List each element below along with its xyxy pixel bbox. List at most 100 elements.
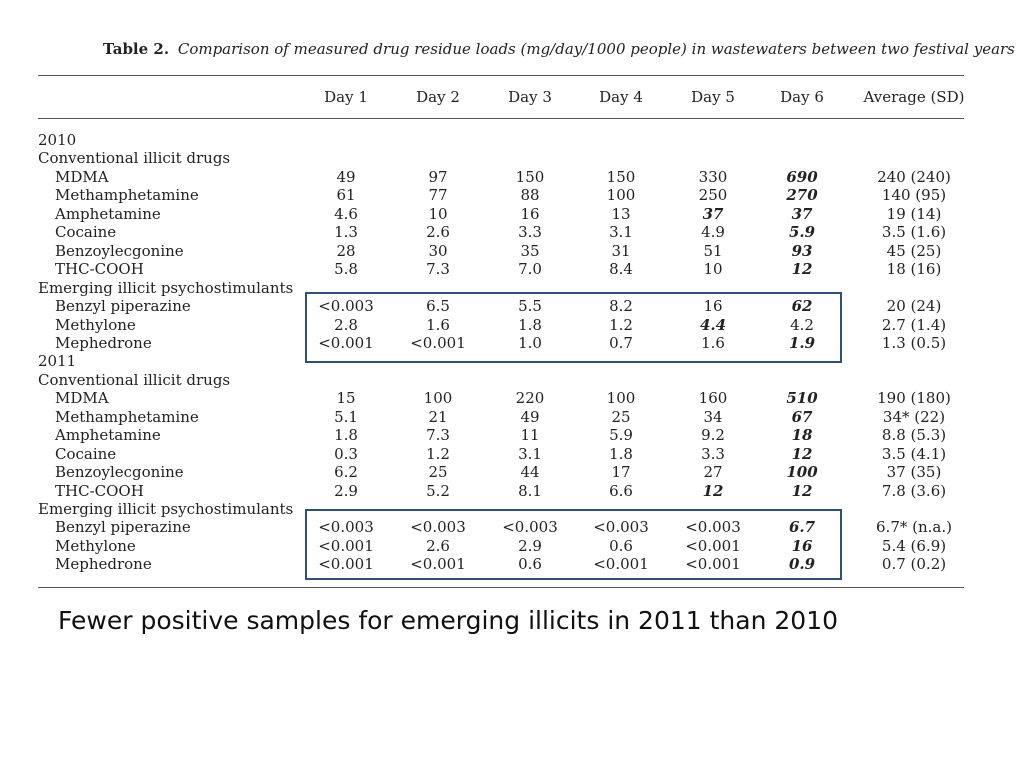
table-cell: <0.003 xyxy=(410,518,466,537)
table-cell: <0.001 xyxy=(318,555,374,574)
table-cell: 17 xyxy=(611,463,631,482)
table-cell: <0.001 xyxy=(410,555,466,574)
table-cell: 1.3 (0.5) xyxy=(881,333,947,352)
table-cell: 16 xyxy=(703,297,723,316)
table-cell: 8.4 xyxy=(609,260,633,279)
section-row: Emerging illicit psychostimulants xyxy=(0,500,1024,518)
table-cell: 3.3 xyxy=(701,444,725,463)
table-cell: 240 (240) xyxy=(877,167,951,186)
table-cell: 3.5 (1.6) xyxy=(881,223,947,242)
table-cell: 28 xyxy=(336,241,356,260)
row-label: THC-COOH xyxy=(55,260,144,279)
table-cell: 0.7 xyxy=(609,333,633,352)
table-cell: 140 (95) xyxy=(881,186,947,205)
table-row: Methylone 2.8 1.6 1.8 1.2 4.4 4.2 2.7 (1.4) xyxy=(0,316,1024,334)
table-cell: <0.003 xyxy=(502,518,558,537)
table-cell: 1.3 xyxy=(334,223,358,242)
table-cell: 8.1 xyxy=(518,481,542,500)
table-row: Benzoylecgonine 6.2 25 44 17 27 100 37 (35) xyxy=(0,463,1024,481)
table-row: THC-COOH 2.9 5.2 8.1 6.6 12 12 7.8 (3.6) xyxy=(0,482,1024,500)
section-label: Conventional illicit drugs xyxy=(38,370,231,389)
table-cell: 3.1 xyxy=(518,444,542,463)
table-cell: 16 xyxy=(791,536,813,555)
table-cell: <0.001 xyxy=(593,555,649,574)
table-cell: 1.2 xyxy=(426,444,450,463)
table-cell: 4.2 xyxy=(790,315,814,334)
row-label: Methamphetamine xyxy=(55,407,199,426)
table-cell: 160 xyxy=(698,389,728,408)
table-cell: 6.7 xyxy=(788,518,816,537)
table-cell: 61 xyxy=(336,186,356,205)
table-cell: 21 xyxy=(428,407,448,426)
table-row: MDMA 15 100 220 100 160 510 190 (180) xyxy=(0,389,1024,407)
table-cell: 20 (24) xyxy=(886,297,942,316)
table-cell: <0.001 xyxy=(318,333,374,352)
table-cell: 9.2 xyxy=(701,426,725,445)
row-label: MDMA xyxy=(55,167,109,186)
table-cell: 2.8 xyxy=(334,315,358,334)
row-label: Benzyl piperazine xyxy=(55,297,191,316)
column-header: Day 4 xyxy=(599,88,643,106)
table-cell: 12 xyxy=(791,481,813,500)
table-cell: 93 xyxy=(791,241,813,260)
table-cell: 19 (14) xyxy=(886,204,942,223)
row-label: Methylone xyxy=(55,536,136,555)
table-row: Cocaine 0.3 1.2 3.1 1.8 3.3 12 3.5 (4.1) xyxy=(0,445,1024,463)
table-cell: 25 xyxy=(611,407,631,426)
table-cell: <0.003 xyxy=(318,518,374,537)
table-cell: 1.8 xyxy=(334,426,358,445)
table-cell: 6.7* (n.a.) xyxy=(876,518,952,537)
column-header: Day 3 xyxy=(508,88,552,106)
table-cell: 37 (35) xyxy=(886,463,942,482)
table-cell: 77 xyxy=(428,186,448,205)
table-cell: 5.8 xyxy=(334,260,358,279)
table-row: Benzyl piperazine <0.003 <0.003 <0.003 <0.00… xyxy=(0,518,1024,536)
table-cell: 13 xyxy=(611,204,631,223)
table-cell: 6.5 xyxy=(426,297,450,316)
table-cell: 4.6 xyxy=(334,204,358,223)
table-cell: 250 xyxy=(698,186,728,205)
table-cell: 150 xyxy=(606,167,636,186)
table-cell: 49 xyxy=(336,167,356,186)
table-cell: 6.6 xyxy=(609,481,633,500)
table-cell: 2.9 xyxy=(518,536,542,555)
table-cell: 0.3 xyxy=(334,444,358,463)
table-cell: 10 xyxy=(703,260,723,279)
table-cell: 0.9 xyxy=(788,555,816,574)
table-cell: 690 xyxy=(786,167,818,186)
table-cell: 150 xyxy=(515,167,545,186)
table-cell: 7.0 xyxy=(518,260,542,279)
table-cell: 100 xyxy=(606,186,636,205)
row-label: Cocaine xyxy=(55,444,117,463)
table-cell: 2.9 xyxy=(334,481,358,500)
table-cell: 270 xyxy=(786,186,818,205)
table-cell: 35 xyxy=(520,241,540,260)
table-row: Amphetamine 4.6 10 16 13 37 37 19 (14) xyxy=(0,205,1024,223)
section-row: Emerging illicit psychostimulants xyxy=(0,279,1024,297)
table-cell: 3.3 xyxy=(518,223,542,242)
table-cell: 3.5 (4.1) xyxy=(881,444,947,463)
row-label: Benzoylecgonine xyxy=(55,463,184,482)
row-label: Amphetamine xyxy=(55,426,161,445)
table-cell: <0.003 xyxy=(318,297,374,316)
table-cell: 0.7 (0.2) xyxy=(881,555,947,574)
column-header: Day 1 xyxy=(324,88,368,106)
table-cell: 6.2 xyxy=(334,463,358,482)
row-label: Mephedrone xyxy=(55,333,152,352)
table-cell: 100 xyxy=(606,389,636,408)
table-cell: 5.9 xyxy=(609,426,633,445)
table-cell: 12 xyxy=(702,481,724,500)
year-label: 2010 xyxy=(38,131,77,149)
table-cell: 8.2 xyxy=(609,297,633,316)
top-rule xyxy=(38,75,964,76)
row-label: Mephedrone xyxy=(55,555,152,574)
table-cell: 34 xyxy=(703,407,723,426)
table-cell: 7.3 xyxy=(426,260,450,279)
section-label: Conventional illicit drugs xyxy=(38,149,231,168)
slide-note: Fewer positive samples for emerging illi… xyxy=(58,606,839,635)
table-row: Benzyl piperazine <0.003 6.5 5.5 8.2 16 62 20 (… xyxy=(0,297,1024,315)
table-cell: 25 xyxy=(428,463,448,482)
bottom-rule xyxy=(38,587,964,588)
table-caption: Table 2. Comparison of measured drug res… xyxy=(103,40,1015,58)
table-cell: 3.1 xyxy=(609,223,633,242)
